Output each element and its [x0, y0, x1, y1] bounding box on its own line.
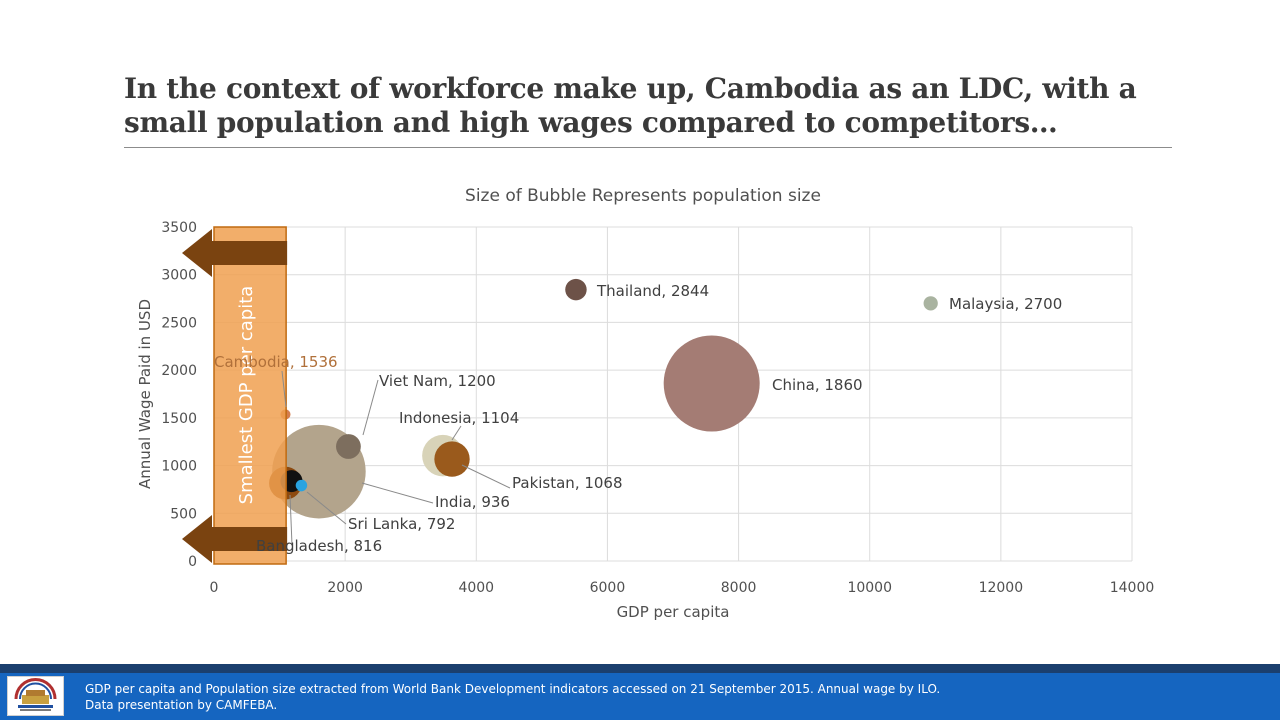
- leader-line-pakistan: [461, 464, 511, 489]
- y-tick-label: 3500: [161, 220, 197, 236]
- band-label: Smallest GDP per capita: [236, 286, 257, 505]
- y-tick-label: 0: [188, 554, 197, 570]
- x-tick-label: 10000: [847, 580, 892, 596]
- footer-source-note: GDP per capita and Population size extra…: [85, 681, 940, 713]
- bubble-malaysia: [923, 296, 938, 311]
- x-tick-label: 8000: [721, 580, 757, 596]
- data-label-sri-lanka: Sri Lanka, 792: [348, 515, 455, 533]
- data-label-thailand: Thailand, 2844: [596, 282, 709, 300]
- leader-line-sri-lanka: [306, 491, 347, 525]
- bubble-viet-nam: [336, 434, 361, 459]
- x-tick-label: 2000: [327, 580, 363, 596]
- data-label-china: China, 1860: [772, 376, 863, 394]
- bubble-thailand: [565, 278, 587, 301]
- y-tick-label: 2500: [161, 315, 197, 331]
- camfeba-logo-icon: [7, 676, 64, 716]
- data-label-indonesia: Indonesia, 1104: [399, 409, 519, 427]
- band-arrow-bottom: [182, 515, 288, 563]
- y-tick-label: 1000: [161, 459, 197, 475]
- data-label-viet-nam: Viet Nam, 1200: [379, 372, 496, 390]
- leader-line-cambodia: [281, 370, 287, 408]
- x-tick-label: 4000: [458, 580, 494, 596]
- x-tick-label: 14000: [1110, 580, 1155, 596]
- footer: GDP per capita and Population size extra…: [0, 673, 1280, 720]
- chart-title: Size of Bubble Represents population siz…: [465, 186, 821, 206]
- bubble-chart: Size of Bubble Represents population siz…: [136, 186, 1155, 621]
- slide-title-line-2: small population and high wages compared…: [124, 106, 1058, 139]
- footer-line-2: Data presentation by CAMFEBA.: [85, 698, 278, 712]
- leader-line-indonesia: [451, 425, 462, 441]
- bubble-pakistan: [434, 441, 470, 477]
- footer-line-1: GDP per capita and Population size extra…: [85, 682, 941, 696]
- x-tick-label: 6000: [590, 580, 626, 596]
- footer-band: [0, 664, 1280, 673]
- y-tick-label: 3000: [161, 268, 197, 284]
- x-tick-label: 12000: [979, 580, 1024, 596]
- data-label-bangladesh: Bangladesh, 816: [256, 537, 382, 555]
- highlight-band: [213, 226, 287, 565]
- leader-line-bangladesh: [289, 494, 293, 546]
- slide-title-line-1: In the context of workforce make up, Cam…: [124, 72, 1137, 105]
- leader-line-india: [361, 482, 434, 504]
- y-axis-title: Annual Wage Paid in USD: [136, 299, 154, 489]
- data-label-pakistan: Pakistan, 1068: [512, 474, 623, 492]
- title-divider: [124, 147, 1172, 148]
- slide-title: In the context of workforce make up, Cam…: [124, 72, 1184, 140]
- y-tick-label: 500: [170, 506, 197, 522]
- data-label-malaysia: Malaysia, 2700: [949, 295, 1062, 313]
- x-axis-title: GDP per capita: [617, 603, 730, 621]
- bubble-china: [663, 335, 760, 432]
- x-tick-label: 0: [210, 580, 219, 596]
- data-label-cambodia: Cambodia, 1536: [214, 353, 338, 371]
- y-tick-label: 2000: [161, 363, 197, 379]
- data-label-india: India, 936: [435, 493, 510, 511]
- y-tick-label: 1500: [161, 411, 197, 427]
- bubble-sri-lanka-top: [295, 479, 307, 491]
- band-arrow-top: [182, 229, 288, 277]
- leader-line-viet-nam: [362, 379, 379, 436]
